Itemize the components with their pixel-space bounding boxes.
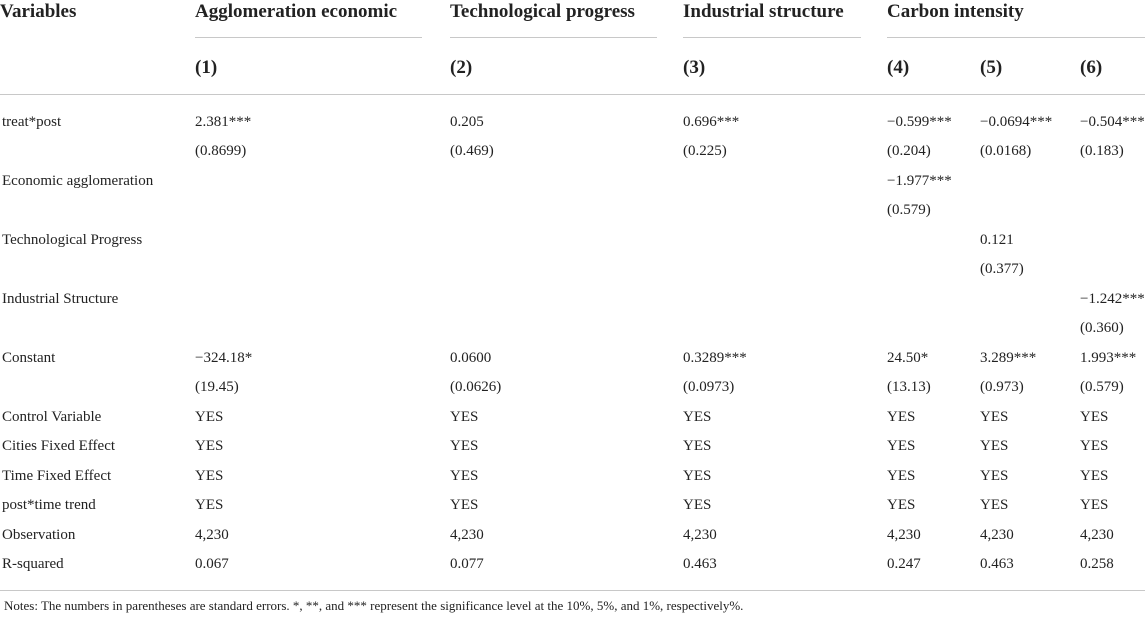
table-cell: YES — [195, 409, 224, 425]
table-cell: (0.360) — [1080, 320, 1124, 336]
header-group-industrial: Industrial structure — [683, 1, 844, 22]
table-cell: YES — [450, 497, 479, 513]
model-number-6: (6) — [1080, 57, 1103, 78]
header-group-carbon: Carbon intensity — [887, 1, 1024, 22]
table-cell: YES — [683, 497, 712, 513]
row-label: Cities Fixed Effect — [2, 438, 116, 454]
group-rule-2 — [450, 37, 657, 38]
table-cell: YES — [195, 468, 224, 484]
model-number-3: (3) — [683, 57, 706, 78]
table-cell: YES — [887, 497, 916, 513]
model-number-2: (2) — [450, 57, 473, 78]
model-number-1: (1) — [195, 57, 218, 78]
table-cell: YES — [1080, 409, 1109, 425]
row-label: Technological Progress — [2, 232, 143, 248]
row-label: Time Fixed Effect — [2, 468, 112, 484]
table-cell: YES — [683, 468, 712, 484]
row-label: Industrial Structure — [2, 291, 119, 307]
table-cell: −324.18* — [195, 350, 253, 366]
model-number-5: (5) — [980, 57, 1003, 78]
table-cell: (0.183) — [1080, 143, 1124, 159]
table-cell: 24.50* — [887, 350, 929, 366]
group-rule-1 — [195, 37, 422, 38]
table-cell: 0.0600 — [450, 350, 492, 366]
group-rule-3 — [683, 37, 861, 38]
table-cell: (13.13) — [887, 379, 931, 395]
table-cell: 0.247 — [887, 556, 921, 572]
table-cell: −0.0694*** — [980, 114, 1053, 130]
table-cell: YES — [1080, 497, 1109, 513]
table-cell: (0.579) — [1080, 379, 1124, 395]
table-cell: (19.45) — [195, 379, 239, 395]
table-cell: 0.3289*** — [683, 350, 747, 366]
header-variables: Variables — [0, 1, 77, 22]
table-cell: YES — [887, 468, 916, 484]
table-cell: (0.973) — [980, 379, 1024, 395]
table-cell: YES — [980, 438, 1009, 454]
table-cell: 4,230 — [683, 527, 717, 543]
table-cell: YES — [450, 438, 479, 454]
table-cell: 4,230 — [1080, 527, 1114, 543]
table-cell: YES — [980, 468, 1009, 484]
row-label: Control Variable — [2, 409, 102, 425]
table-cell: (0.8699) — [195, 143, 247, 159]
table-cell: 0.696*** — [683, 114, 740, 130]
table-cell: (0.469) — [450, 143, 494, 159]
table-cell: 4,230 — [450, 527, 484, 543]
model-number-4: (4) — [887, 57, 910, 78]
table-cell: YES — [980, 497, 1009, 513]
table-cell: 4,230 — [195, 527, 229, 543]
row-label: Constant — [2, 350, 56, 366]
table-cell: (0.0168) — [980, 143, 1032, 159]
table-cell: 0.463 — [980, 556, 1014, 572]
table-cell: (0.225) — [683, 143, 727, 159]
table-bottom-rule — [0, 590, 1145, 591]
table-cell: 3.289*** — [980, 350, 1037, 366]
table-cell: YES — [450, 409, 479, 425]
table-cell: −1.242*** — [1080, 291, 1145, 307]
table-cell: 0.205 — [450, 114, 484, 130]
table-cell: YES — [1080, 438, 1109, 454]
row-label: post*time trend — [2, 497, 96, 513]
table-cell: YES — [450, 468, 479, 484]
header-group-technological: Technological progress — [450, 1, 635, 22]
table-cell: 0.067 — [195, 556, 229, 572]
table-cell: YES — [195, 438, 224, 454]
table-notes: Notes: The numbers in parentheses are st… — [4, 598, 744, 613]
table-cell: −0.504*** — [1080, 114, 1145, 130]
table-cell: YES — [195, 497, 224, 513]
table-cell: (0.0973) — [683, 379, 735, 395]
table-cell: YES — [887, 409, 916, 425]
row-label: treat*post — [2, 114, 62, 130]
table-cell: YES — [1080, 468, 1109, 484]
table-cell: (0.0626) — [450, 379, 502, 395]
table-cell: 0.121 — [980, 232, 1014, 248]
table-cell: 2.381*** — [195, 114, 252, 130]
row-label: Observation — [2, 527, 76, 543]
table-cell: 0.077 — [450, 556, 484, 572]
header-bottom-rule — [0, 94, 1145, 95]
table-cell: 0.463 — [683, 556, 717, 572]
row-label: Economic agglomeration — [2, 173, 154, 189]
table-cell: YES — [683, 438, 712, 454]
table-cell: YES — [683, 409, 712, 425]
table-cell: YES — [887, 438, 916, 454]
table-cell: (0.204) — [887, 143, 931, 159]
table-cell: 0.258 — [1080, 556, 1114, 572]
row-label: R-squared — [2, 556, 64, 572]
header-group-agglomeration: Agglomeration economic — [195, 1, 398, 22]
table-cell: −1.977*** — [887, 173, 952, 189]
table-cell: 4,230 — [980, 527, 1014, 543]
table-cell: 1.993*** — [1080, 350, 1137, 366]
table-cell: 4,230 — [887, 527, 921, 543]
group-rule-4 — [887, 37, 1145, 38]
table-cell: (0.579) — [887, 202, 931, 218]
table-cell: (0.377) — [980, 261, 1024, 277]
table-cell: −0.599*** — [887, 114, 952, 130]
table-cell: YES — [980, 409, 1009, 425]
